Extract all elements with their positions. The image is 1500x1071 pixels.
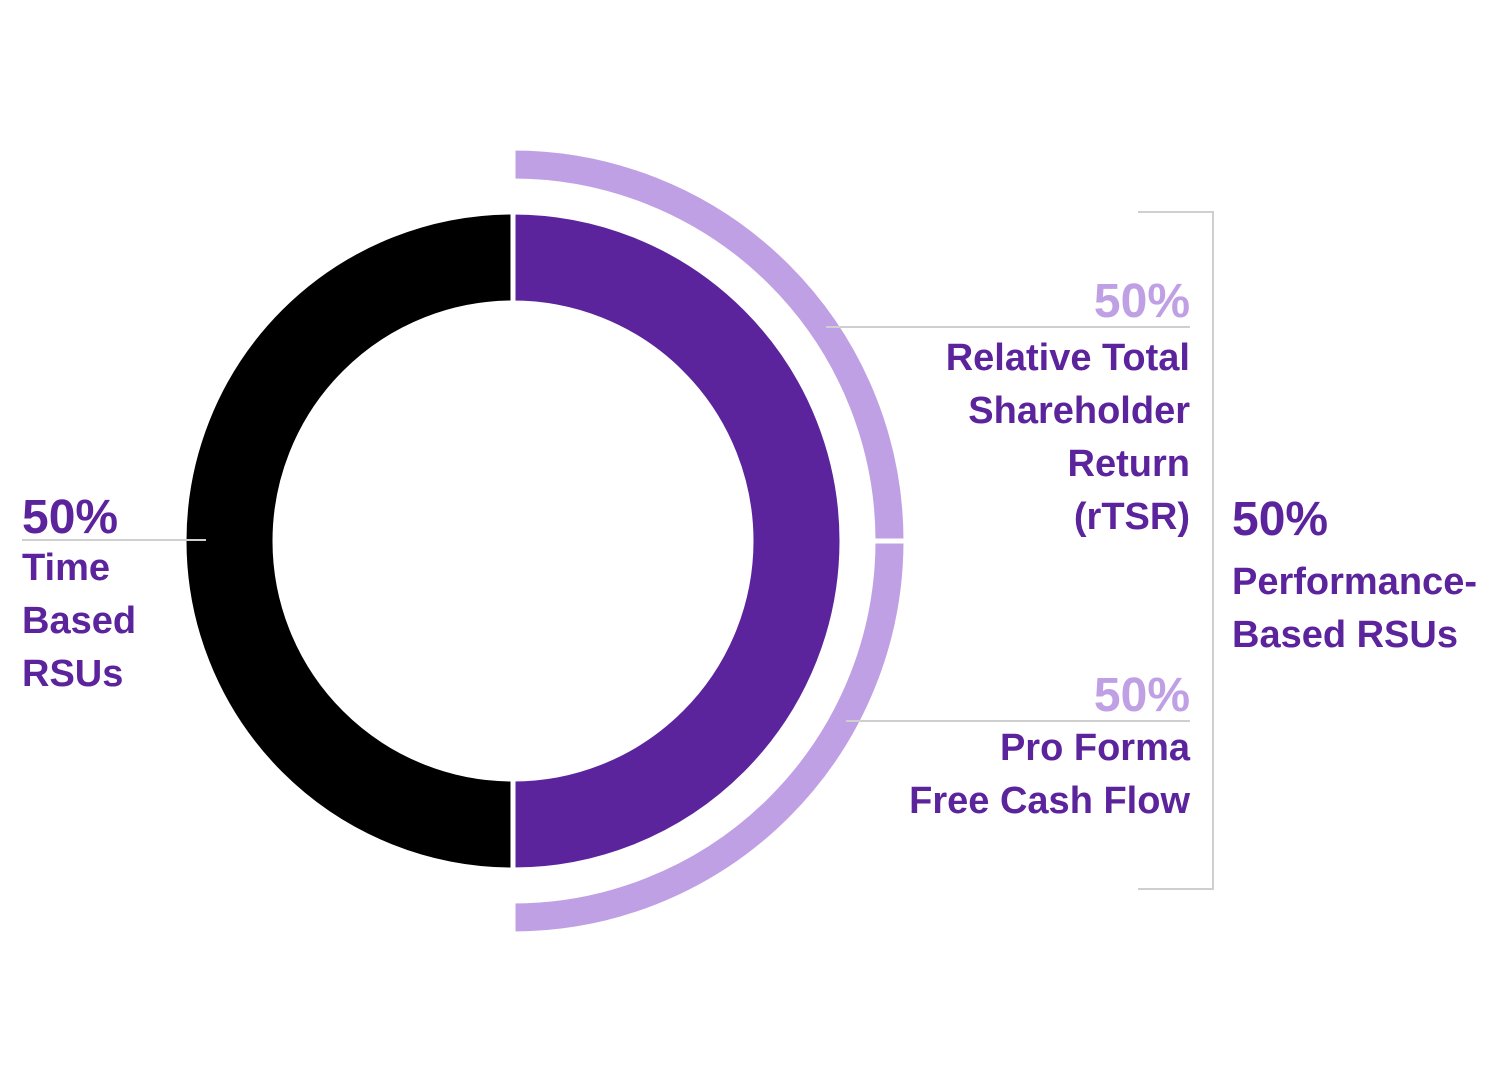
inner-slice-performance-based-rsus xyxy=(510,209,845,873)
performance-bracket xyxy=(1138,211,1214,890)
leader-lines xyxy=(22,211,1214,890)
rtsr-label: Relative Total Shareholder Return (rTSR) xyxy=(945,337,1190,538)
performance-label: Performance- Based RSUs xyxy=(1232,561,1477,656)
fcf-label: Pro Forma Free Cash Flow xyxy=(909,727,1190,822)
rtsr-percent-label: 50% xyxy=(1093,275,1190,328)
fcf-percent-label: 50% xyxy=(1093,669,1190,722)
outer-slice-pro-forma-free-cash-flow xyxy=(510,538,909,937)
time-percent-label: 50% xyxy=(22,491,119,544)
time-label: Time Based RSUs xyxy=(22,547,137,695)
inner-slice-time-based-rsus xyxy=(181,209,516,873)
inner-ring xyxy=(181,209,845,873)
performance-percent-label: 50% xyxy=(1232,493,1329,546)
outer-ring xyxy=(510,145,909,937)
